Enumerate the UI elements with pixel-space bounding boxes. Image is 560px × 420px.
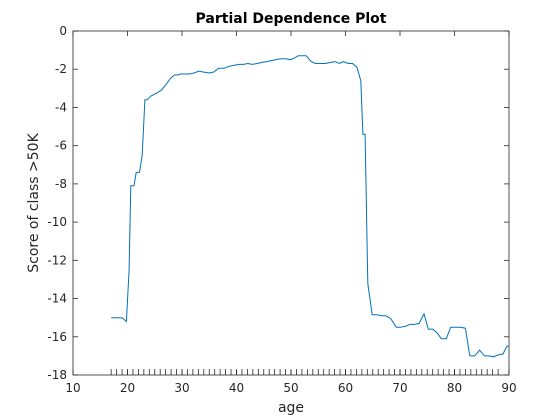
y-tick-label: -12	[47, 253, 67, 267]
axes-box	[72, 30, 510, 376]
axes-frame	[72, 30, 510, 376]
x-tick-label: 50	[283, 381, 298, 395]
y-axis-ticks: 0 -2 -4 -6 -8 -10 -12 -14 -16 -18	[47, 24, 509, 382]
y-tick-label: -16	[47, 330, 67, 344]
x-tick-label: 30	[174, 381, 189, 395]
y-tick-label: 0	[59, 24, 67, 38]
y-tick-label: -18	[47, 368, 67, 382]
chart-title: Partial Dependence Plot	[196, 11, 387, 27]
rug-ticks	[110, 369, 510, 375]
y-tick-label: -4	[55, 100, 67, 114]
y-tick-label: -14	[47, 292, 67, 306]
series-line	[111, 55, 509, 358]
y-tick-label: -6	[55, 139, 67, 153]
x-tick-label: 40	[229, 381, 244, 395]
y-tick-label: -8	[55, 177, 67, 191]
x-tick-label: 90	[501, 381, 516, 395]
y-axis-label: Score of class >50K	[26, 132, 42, 272]
y-tick-label: -2	[55, 62, 67, 76]
x-axis-ticks: 10 20 30 40 50 60 70 80 90	[65, 31, 517, 395]
x-tick-label: 20	[120, 381, 135, 395]
x-tick-label: 10	[65, 381, 80, 395]
x-tick-label: 60	[338, 381, 353, 395]
series-lines	[111, 55, 509, 358]
y-tick-label: -10	[47, 215, 67, 229]
x-tick-label: 70	[392, 381, 407, 395]
x-axis-label: age	[278, 400, 304, 416]
x-tick-label: 80	[447, 381, 462, 395]
